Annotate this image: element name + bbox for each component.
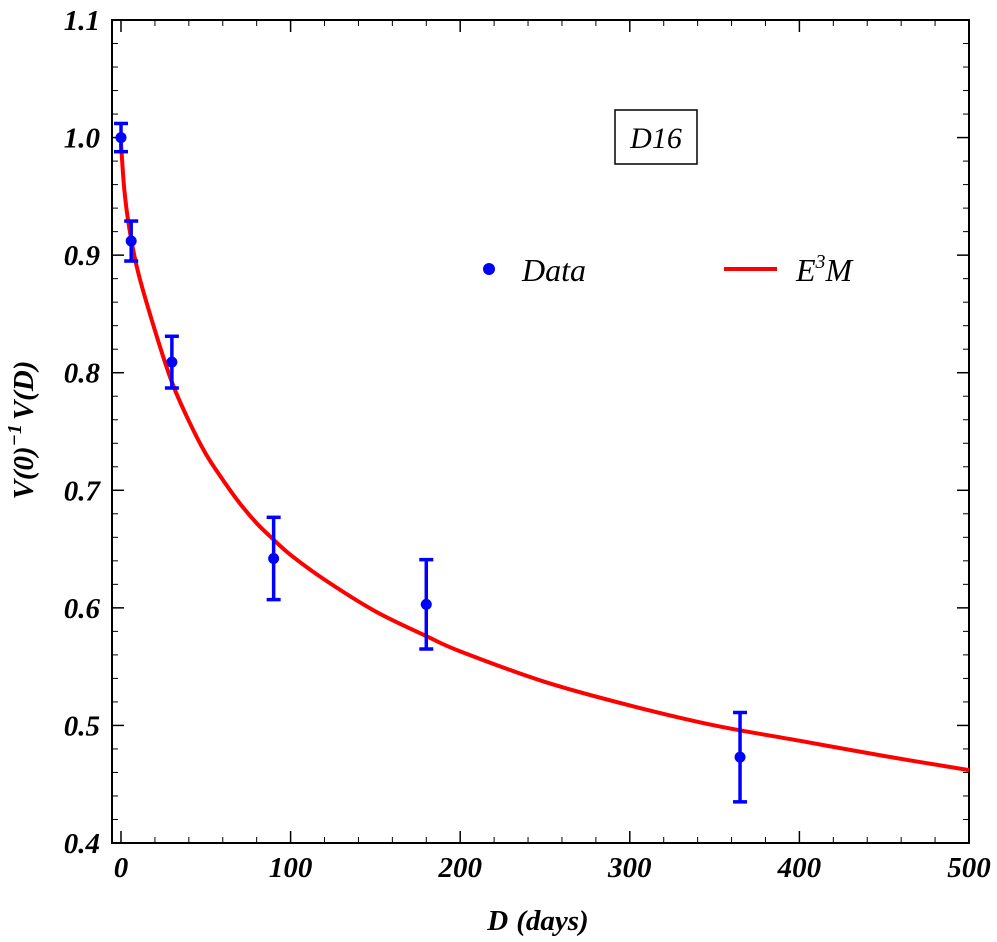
data-point — [166, 356, 178, 368]
legend-data-label: Data — [521, 252, 586, 288]
data-point — [125, 235, 137, 247]
x-tick-label: 100 — [269, 852, 313, 884]
y-tick-label: 0.5 — [64, 710, 100, 742]
annotation-label: D16 — [629, 122, 682, 155]
data-point-group — [114, 121, 128, 154]
data-point-group — [419, 557, 434, 651]
y-axis-title-exp: −1 — [4, 424, 26, 446]
x-tick-label: 500 — [947, 852, 991, 884]
y-axis-title-suffix: V(D) — [8, 361, 40, 421]
data-point-group — [124, 219, 139, 263]
data-point — [115, 132, 127, 144]
x-tick-label: 0 — [114, 852, 129, 884]
y-tick-label: 0.7 — [64, 475, 102, 507]
y-tick-label: 0.9 — [64, 240, 100, 272]
y-tick-label: 0.8 — [64, 358, 101, 390]
legend: Data E3M — [483, 251, 855, 288]
annotation-box: D16 — [614, 109, 698, 165]
points-layer — [114, 121, 748, 804]
data-point-group — [733, 710, 748, 804]
data-point — [268, 552, 280, 564]
plot-frame — [111, 19, 970, 844]
x-axis-title: D (days) — [486, 905, 588, 937]
legend-model-sup: 3 — [815, 251, 826, 273]
y-tick-label: 0.6 — [64, 593, 101, 625]
legend-model-label: E3M — [795, 251, 855, 288]
annotation-frame — [614, 109, 698, 165]
legend-model-tail: M — [825, 252, 855, 288]
curve-layer — [119, 143, 970, 773]
ticks-layer — [112, 19, 970, 844]
y-axis-title: V(0)−1 V(D) — [4, 361, 40, 500]
model-curve — [119, 143, 970, 773]
y-tick-label: 1.0 — [64, 123, 100, 155]
legend-model-main: E — [795, 252, 816, 288]
data-point-group — [266, 515, 281, 602]
y-axis-title-prefix: V(0) — [8, 446, 40, 499]
x-tick-label: 200 — [437, 852, 482, 884]
x-tick-label: 400 — [777, 852, 822, 884]
legend-data-marker — [483, 263, 495, 275]
x-axis-title-main: D — [486, 905, 508, 937]
y-tick-label: 1.1 — [64, 5, 100, 37]
data-point — [734, 751, 746, 763]
y-tick-label: 0.4 — [64, 828, 100, 860]
data-point-group — [164, 334, 179, 390]
tick-labels-layer: 0 100 200 300 400 500 0.4 0.5 0.6 0.7 0.8 0.9 1.0 1.1 — [64, 5, 991, 884]
data-point — [420, 598, 432, 610]
x-axis-title-unit: (days) — [516, 905, 588, 937]
x-tick-label: 300 — [607, 852, 652, 884]
